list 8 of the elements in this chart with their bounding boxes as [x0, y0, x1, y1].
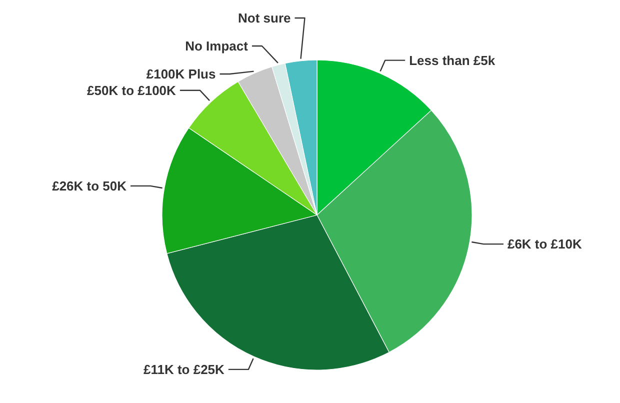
slice-label: No Impact	[185, 38, 249, 54]
slice-label: £100K Plus	[146, 66, 216, 82]
slice-label: £26K to 50K	[52, 178, 128, 194]
slice-label: £50K to £100K	[87, 82, 177, 98]
slice-label: £11K to £25K	[143, 362, 226, 378]
slice-label: Less than £5k	[409, 52, 496, 68]
slice-label: Not sure	[238, 10, 291, 26]
slice-label: £6K to £10K	[507, 236, 583, 252]
